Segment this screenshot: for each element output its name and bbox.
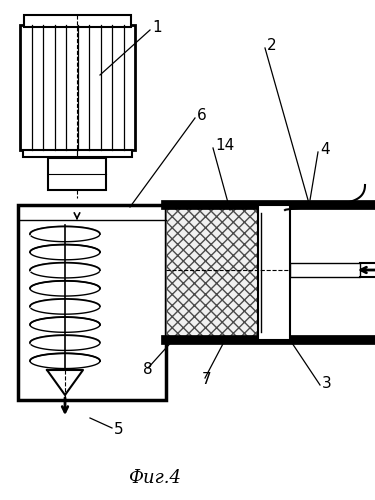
Bar: [258, 205, 290, 340]
Bar: [23, 150, 132, 157]
Text: 14: 14: [215, 138, 234, 152]
Text: 7: 7: [202, 372, 211, 388]
Text: 6: 6: [197, 108, 207, 122]
Text: 8: 8: [143, 362, 153, 378]
Text: 5: 5: [114, 422, 124, 438]
Text: 1: 1: [152, 20, 162, 34]
Text: 3: 3: [322, 376, 332, 390]
Bar: [290, 263, 360, 277]
Text: Фиг.4: Фиг.4: [129, 469, 182, 487]
Bar: [18, 205, 166, 400]
Text: 4: 4: [320, 142, 330, 156]
Bar: [20, 25, 135, 150]
Polygon shape: [47, 370, 83, 395]
Bar: [166, 205, 258, 340]
Bar: [24, 15, 131, 27]
Bar: [166, 205, 258, 340]
Bar: [48, 158, 106, 190]
Text: 2: 2: [267, 38, 277, 52]
